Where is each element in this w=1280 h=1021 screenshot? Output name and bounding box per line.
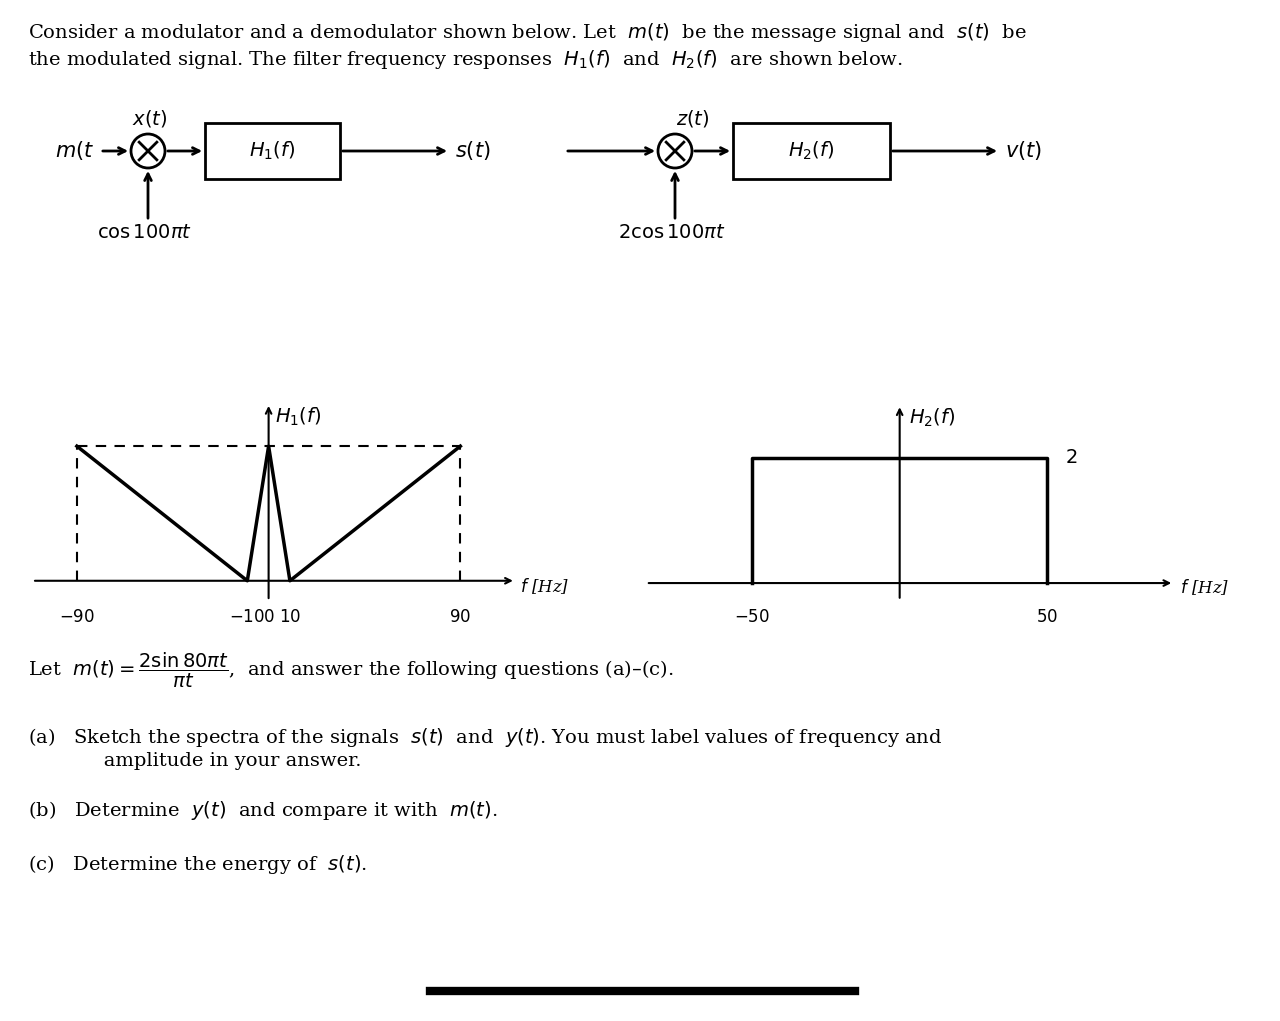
Text: $H_1(f)$: $H_1(f)$ [275,405,321,428]
Text: Consider a modulator and a demodulator shown below. Let  $\mathit{m}(t)$  be the: Consider a modulator and a demodulator s… [28,21,1027,44]
Text: $H_2(f)$: $H_2(f)$ [788,140,835,162]
Text: $2\cos 100\pi t$: $2\cos 100\pi t$ [618,224,726,242]
Text: $\cos 100\pi t$: $\cos 100\pi t$ [97,224,192,242]
Text: Let  $\mathit{m}(t) = \dfrac{2\sin 80\pi t}{\pi t}$,  and answer the following q: Let $\mathit{m}(t) = \dfrac{2\sin 80\pi … [28,651,673,690]
Text: (c)   Determine the energy of  $\mathit{s}(t)$.: (c) Determine the energy of $\mathit{s}(… [28,853,367,876]
FancyBboxPatch shape [733,123,890,179]
Text: $f$ [Hz]: $f$ [Hz] [1180,577,1229,596]
Text: $\mathit{v}(t)$: $\mathit{v}(t)$ [1005,140,1042,162]
Text: (b)   Determine  $\mathit{y}(t)$  and compare it with  $\mathit{m}(t)$.: (b) Determine $\mathit{y}(t)$ and compar… [28,799,498,822]
Text: $x(t)$: $x(t)$ [132,108,168,129]
Text: $f$ [Hz]: $f$ [Hz] [520,576,570,596]
Text: $\mathit{s}(t)$: $\mathit{s}(t)$ [454,140,490,162]
Text: $H_1(f)$: $H_1(f)$ [250,140,296,162]
FancyBboxPatch shape [205,123,340,179]
Text: $\mathit{m}(t$: $\mathit{m}(t$ [55,140,95,162]
Text: the modulated signal. The filter frequency responses  $H_1(f)$  and  $H_2(f)$  a: the modulated signal. The filter frequen… [28,48,902,71]
Text: $2$: $2$ [1065,448,1078,467]
Text: $z(t)$: $z(t)$ [676,108,710,129]
Text: amplitude in your answer.: amplitude in your answer. [60,752,361,770]
Text: (a)   Sketch the spectra of the signals  $\mathit{s}(t)$  and  $\mathit{y}(t)$. : (a) Sketch the spectra of the signals $\… [28,726,942,749]
Text: $H_2(f)$: $H_2(f)$ [909,406,955,429]
